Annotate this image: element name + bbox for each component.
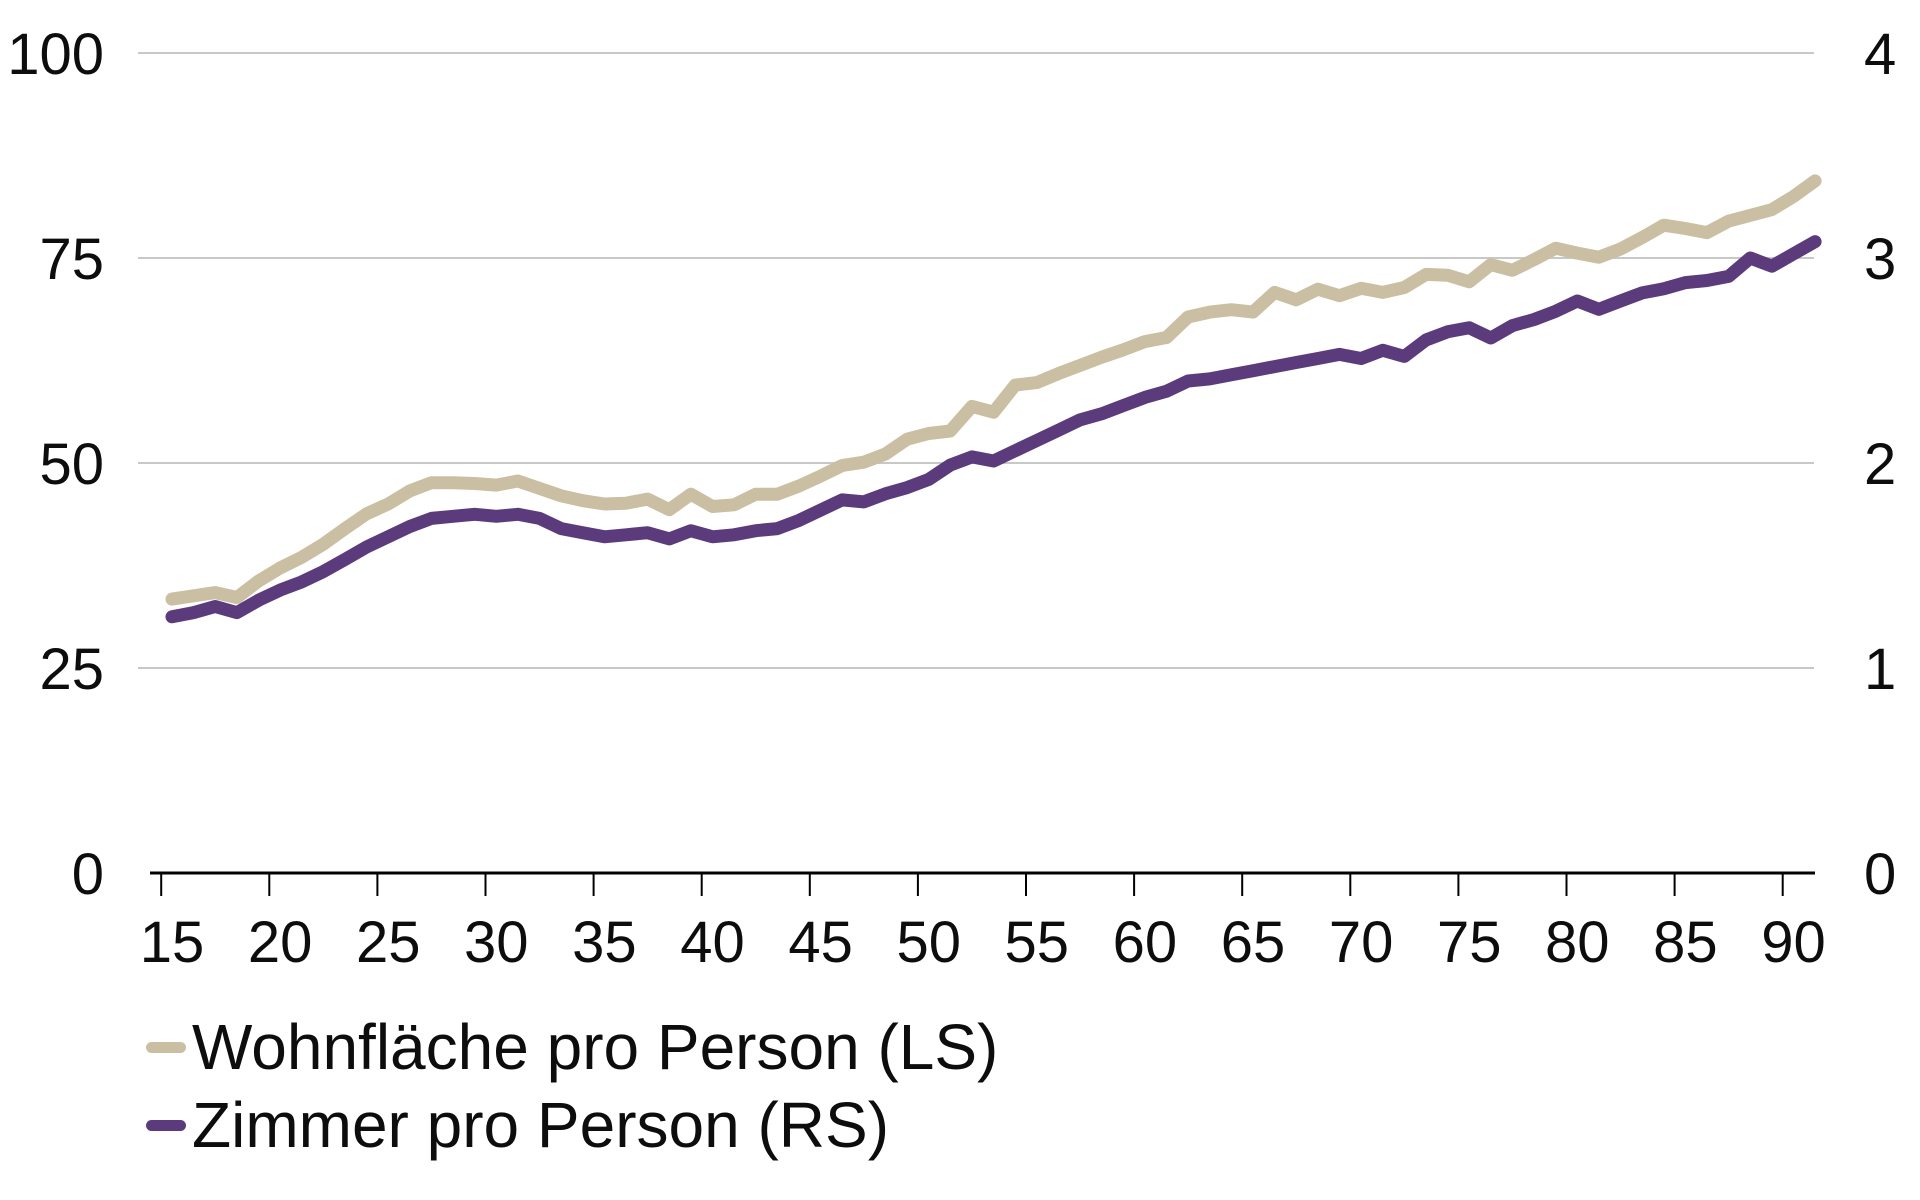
y-axis-left-label: 50 — [39, 432, 104, 497]
x-axis-label: 40 — [680, 910, 745, 975]
x-axis-label: 90 — [1761, 910, 1826, 975]
legend-item: Zimmer pro Person (RS) — [146, 1086, 998, 1164]
y-axis-right-label: 3 — [1864, 227, 1896, 292]
y-axis-right-label: 2 — [1864, 432, 1896, 497]
x-axis-label: 55 — [1005, 910, 1070, 975]
x-axis-label: 30 — [464, 910, 529, 975]
legend-marker-zimmer — [146, 1119, 186, 1131]
y-axis-left-label: 100 — [7, 22, 104, 87]
x-axis-label: 85 — [1653, 910, 1718, 975]
y-axis-left-label: 0 — [72, 842, 104, 907]
x-axis-label: 75 — [1437, 910, 1502, 975]
x-axis-label: 25 — [356, 910, 421, 975]
series-line-zimmer — [165, 235, 1822, 624]
y-axis-right-label: 1 — [1864, 637, 1896, 702]
legend-marker-wohnflaeche — [146, 1041, 186, 1053]
x-axis-label: 45 — [788, 910, 853, 975]
x-axis-label: 50 — [896, 910, 961, 975]
x-axis-label: 20 — [248, 910, 313, 975]
x-axis-label: 60 — [1113, 910, 1178, 975]
y-axis-left-label: 25 — [39, 637, 104, 702]
y-axis-right-label: 4 — [1864, 22, 1896, 87]
x-axis-label: 65 — [1221, 910, 1286, 975]
x-axis-label: 15 — [140, 910, 205, 975]
y-axis-left-label: 75 — [39, 227, 104, 292]
legend-item: Wohnfläche pro Person (LS) — [146, 1008, 998, 1086]
x-axis-label: 80 — [1545, 910, 1610, 975]
x-axis-label: 70 — [1329, 910, 1394, 975]
legend-label-zimmer: Zimmer pro Person (RS) — [192, 1089, 889, 1161]
legend-label-wohnflaeche: Wohnfläche pro Person (LS) — [192, 1011, 999, 1083]
x-axis-label: 35 — [572, 910, 637, 975]
y-axis-right-label: 0 — [1864, 842, 1896, 907]
legend: Wohnfläche pro Person (LS) Zimmer pro Pe… — [146, 1008, 998, 1164]
series-line-wohnflaeche — [165, 174, 1822, 606]
